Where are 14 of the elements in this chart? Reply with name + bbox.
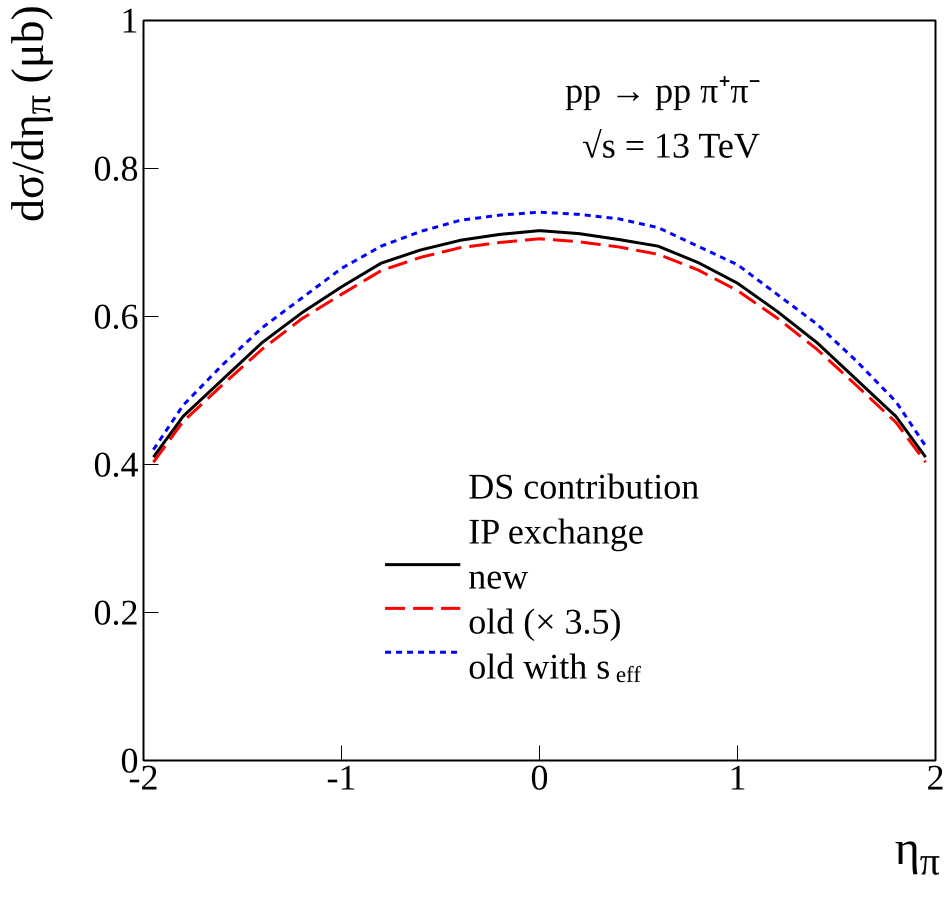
y-tick-label: 0.6 [94,296,138,336]
y-tick-label: 0.8 [94,148,138,188]
x-tick-label: 0 [530,758,548,798]
annotation: pp → pp π⁺π⁻ [565,70,761,110]
x-tick-label: -1 [326,758,357,798]
legend-label: new [468,556,528,597]
x-tick-label: 1 [728,758,746,798]
y-tick-label: 0.2 [94,592,138,632]
x-axis-title: η$_{π}$ [894,822,940,884]
x-tick-label: 2 [926,758,944,798]
annotation: √s = 13 TeV [582,126,760,166]
legend-label: old (× 3.5) [468,602,622,642]
y-tick-label: 1 [120,0,138,40]
y-tick-label: 0.4 [94,444,138,484]
